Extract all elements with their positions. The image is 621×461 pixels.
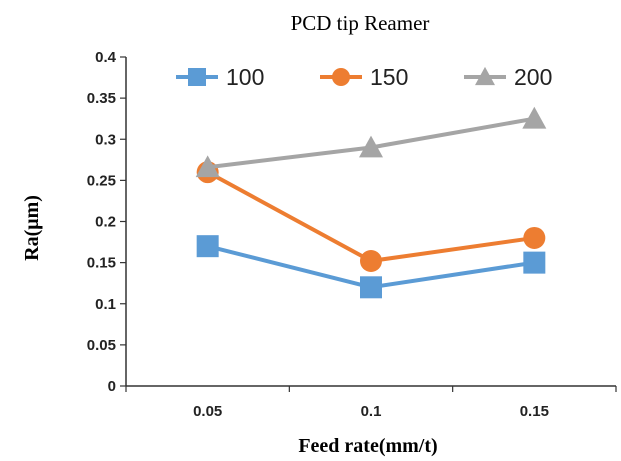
x-axis-title: Feed rate(mm/t)	[298, 435, 437, 457]
data-point-square	[523, 251, 546, 274]
data-point-square	[196, 235, 219, 258]
legend-marker-square	[188, 68, 206, 86]
series-100	[196, 235, 546, 299]
legend-item-200: 200	[464, 64, 552, 90]
y-tick-label: 0.4	[95, 49, 117, 66]
y-axis: 0 0.05 0.1 0.15 0.2 0.25 0.3 0.35 0.4	[87, 49, 127, 395]
series-line	[206, 170, 535, 263]
x-tick-label: 0.05	[193, 403, 222, 420]
legend-label: 150	[370, 64, 408, 90]
x-tick-label: 0.1	[361, 403, 382, 420]
x-axis: 0.05 0.1 0.15	[125, 385, 617, 420]
y-tick-label: 0.3	[95, 131, 116, 148]
y-tick-label: 0.2	[95, 214, 116, 231]
y-tick-label: 0.35	[87, 90, 116, 107]
data-point-triangle	[359, 135, 383, 158]
y-tick-label: 0.05	[87, 337, 116, 354]
legend-label: 100	[226, 64, 264, 90]
y-tick-label: 0.25	[87, 172, 116, 189]
y-tick-label: 0	[108, 378, 116, 395]
data-point-triangle	[195, 155, 220, 178]
x-tick-label: 0.15	[520, 403, 549, 420]
series-layer	[195, 106, 547, 299]
data-point-circle	[360, 249, 382, 272]
series-200	[195, 106, 547, 178]
chart-legend: 100 150 200	[176, 64, 552, 90]
chart-title: PCD tip Reamer	[291, 11, 430, 35]
legend-item-100: 100	[176, 64, 264, 90]
legend-label: 200	[514, 64, 552, 90]
data-point-triangle	[522, 106, 547, 129]
y-tick-label: 0.1	[95, 296, 116, 313]
data-point-square	[360, 276, 382, 299]
y-axis-title: Ra(μm)	[21, 195, 43, 261]
legend-marker-circle	[332, 68, 350, 86]
legend-item-150: 150	[320, 64, 408, 90]
data-point-circle	[523, 226, 546, 249]
legend-marker-triangle	[475, 66, 495, 86]
y-tick-label: 0.15	[87, 255, 116, 272]
